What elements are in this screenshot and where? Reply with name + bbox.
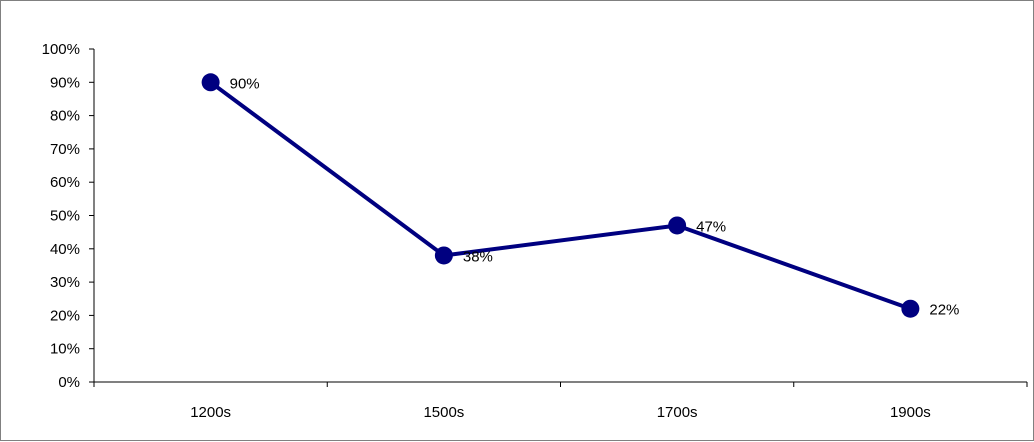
x-tick-label: 1500s	[423, 404, 464, 421]
x-tick-label: 1900s	[890, 404, 931, 421]
y-tick-label: 10%	[50, 341, 80, 358]
data-point	[668, 216, 687, 235]
data-labels: 90% 38% 47% 22%	[230, 75, 960, 318]
data-point	[434, 246, 453, 265]
y-tick-label: 70%	[50, 141, 80, 158]
data-label: 22%	[929, 302, 959, 319]
y-tick-label: 40%	[50, 241, 80, 258]
data-point	[201, 73, 220, 92]
y-tick-label: 20%	[50, 307, 80, 324]
y-tick-label: 90%	[50, 74, 80, 91]
series-line-group	[209, 80, 912, 311]
data-label: 90%	[230, 75, 260, 92]
y-tick-label: 80%	[50, 108, 80, 125]
x-tick-label: 1200s	[190, 404, 231, 421]
y-tick-label: 30%	[50, 274, 80, 291]
data-label: 47%	[696, 218, 726, 235]
x-axis-ticks: 1200s 1500s 1700s 1900s	[93, 382, 1028, 421]
y-axis-ticks: 0% 10% 20% 30% 40% 50% 60% 70% 80% 90% 100%	[42, 41, 94, 391]
series-line	[209, 80, 912, 311]
x-tick-label: 1700s	[657, 404, 698, 421]
y-tick-label: 50%	[50, 208, 80, 225]
y-tick-label: 60%	[50, 174, 80, 191]
data-points	[201, 73, 920, 318]
data-label: 38%	[463, 248, 493, 265]
y-tick-label: 0%	[58, 374, 80, 391]
y-tick-label: 100%	[42, 41, 80, 58]
data-point	[901, 299, 920, 318]
